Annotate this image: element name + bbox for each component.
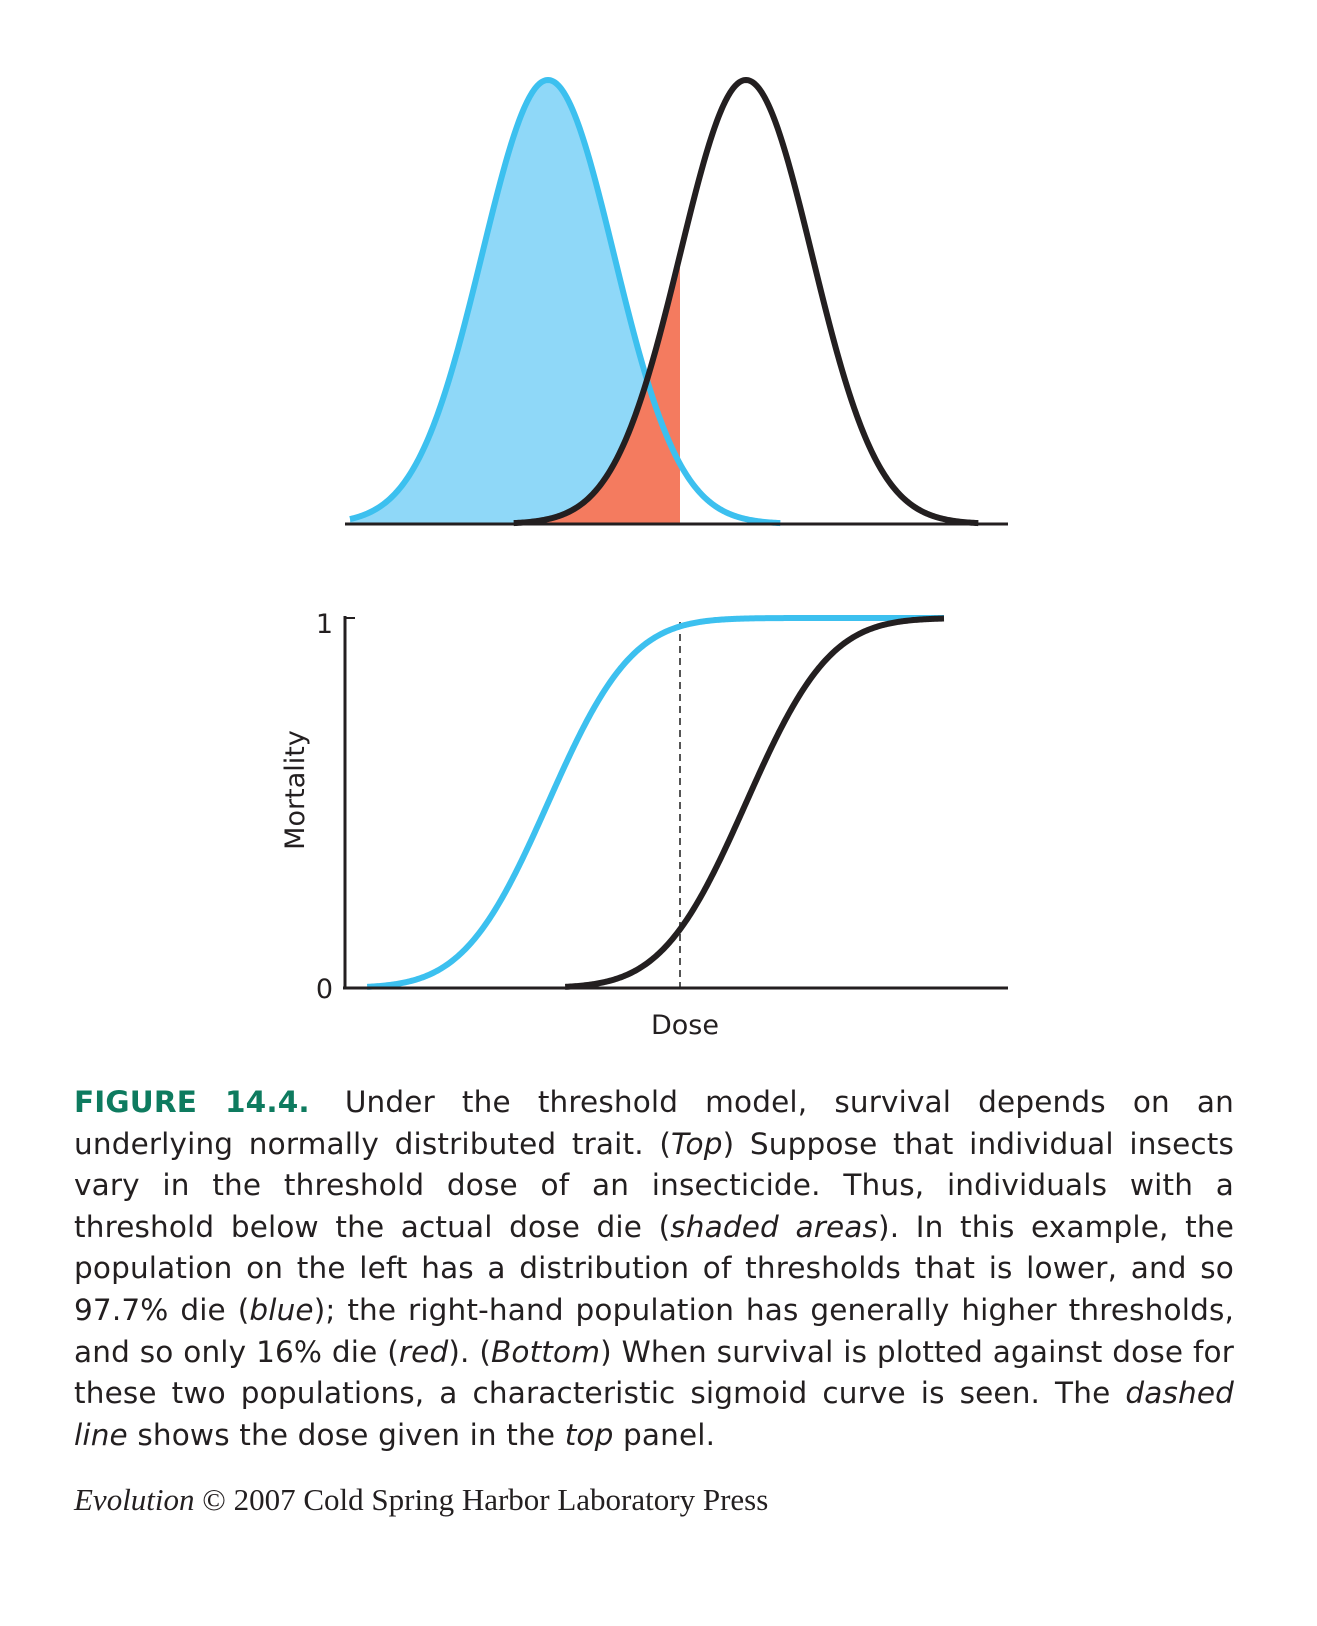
- blue-distribution-curve: [348, 77, 782, 527]
- x-axis-label: Dose: [651, 1010, 719, 1041]
- caption-text: ); the right-hand population has general…: [74, 1292, 1234, 1369]
- credit-text: © 2007 Cold Spring Harbor Laboratory Pre…: [194, 1482, 769, 1517]
- black-distribution-curve: [512, 77, 980, 527]
- caption-text: panel.: [613, 1417, 716, 1452]
- copyright-credit: Evolution © 2007 Cold Spring Harbor Labo…: [74, 1482, 768, 1518]
- red-shaded-area: [350, 254, 680, 524]
- caption-text: ) Suppose that individual insects vary i…: [74, 1126, 1234, 1244]
- caption-text: shows the dose given in the: [127, 1417, 565, 1452]
- caption-text: ). In this example, the population on th…: [74, 1209, 1234, 1327]
- figure-caption: FIGURE 14.4. Under the threshold model, …: [74, 1082, 1234, 1456]
- y-axis-label: Mortality: [280, 730, 311, 850]
- top-panel-distributions: [345, 77, 1008, 527]
- caption-emphasis: dashed line: [74, 1376, 1234, 1452]
- book-title: Evolution: [74, 1482, 195, 1517]
- caption-emphasis: Top: [671, 1126, 723, 1161]
- figure-label: FIGURE 14.4.: [74, 1085, 310, 1119]
- caption-text: ) When survival is plotted against dose …: [74, 1334, 1235, 1411]
- caption-text: Under the threshold model, survival depe…: [74, 1085, 1235, 1161]
- caption-emphasis: red: [398, 1334, 449, 1369]
- y-tick-label-1: 1: [316, 609, 333, 640]
- y-tick-label-0: 0: [316, 974, 333, 1005]
- black-mortality-curve: [563, 615, 946, 990]
- caption-emphasis: Bottom: [491, 1334, 601, 1369]
- caption-emphasis: shaded areas: [670, 1209, 879, 1244]
- blue-mortality-curve: [365, 615, 946, 990]
- caption-text: ). (: [448, 1334, 491, 1369]
- caption-emphasis: blue: [249, 1292, 314, 1327]
- caption-emphasis: top: [564, 1417, 614, 1452]
- bottom-panel-mortality-curves: 1 0 Mortality Dose: [280, 609, 1008, 1041]
- figure-chart: 1 0 Mortality Dose: [280, 77, 1008, 1041]
